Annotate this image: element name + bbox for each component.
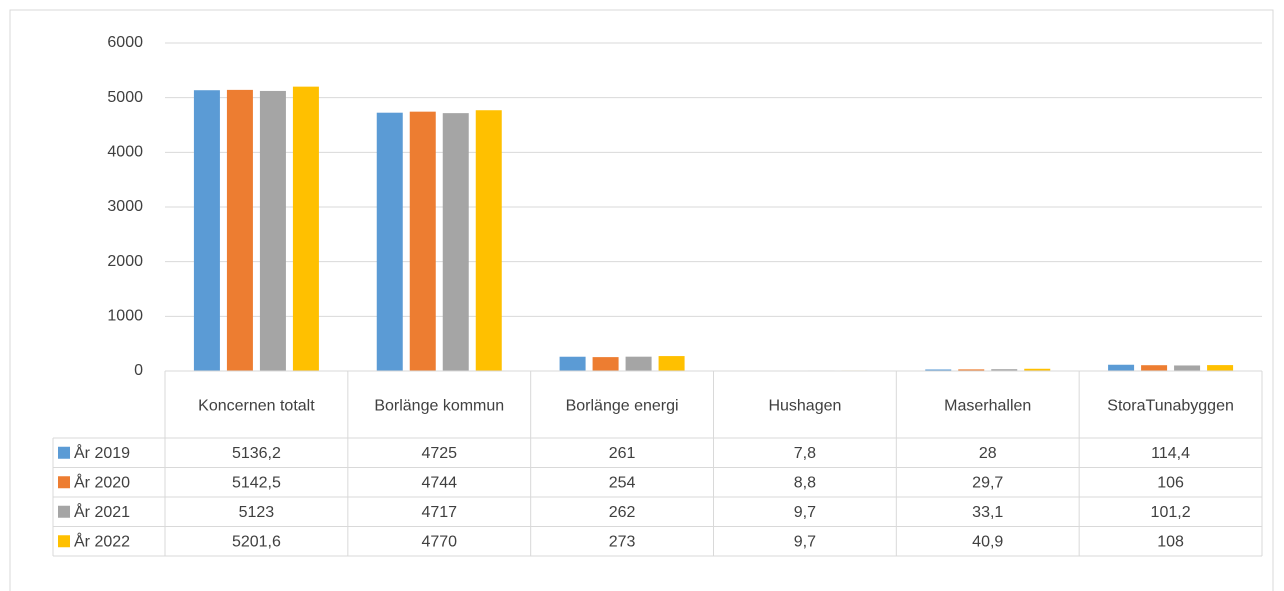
bar — [193, 90, 220, 371]
table-cell: 273 — [609, 533, 636, 550]
legend-swatch — [58, 446, 70, 459]
table-cell: 106 — [1157, 474, 1184, 491]
table-cell: 4744 — [421, 474, 457, 491]
table-cell: 7,8 — [794, 445, 816, 462]
category-label: Maserhallen — [944, 398, 1031, 415]
table-cell: 33,1 — [972, 504, 1003, 521]
y-tick-label: 3000 — [107, 198, 143, 215]
bar — [991, 369, 1018, 371]
bar — [625, 356, 652, 371]
y-tick-label: 1000 — [107, 308, 143, 325]
y-tick-label: 2000 — [107, 253, 143, 270]
bar — [226, 89, 253, 372]
bar — [259, 90, 286, 372]
table-cell: 9,7 — [794, 504, 816, 521]
legend-label: År 2021 — [74, 502, 130, 521]
category-label: StoraTunabyggen — [1107, 398, 1234, 415]
bar — [475, 110, 502, 372]
category-label: Borlänge energi — [566, 398, 679, 415]
table-cell: 5142,5 — [232, 474, 281, 491]
bar — [409, 111, 436, 372]
legend-label: År 2020 — [74, 472, 130, 491]
table-cell: 101,2 — [1151, 504, 1191, 521]
chart-border — [9, 9, 1274, 591]
y-tick-label: 6000 — [107, 34, 143, 51]
table-cell: 40,9 — [972, 533, 1003, 550]
table-cell: 114,4 — [1151, 445, 1190, 462]
legend-swatch — [58, 476, 70, 489]
bar — [958, 369, 985, 371]
bar — [1108, 364, 1135, 371]
table-cell: 4770 — [421, 533, 457, 550]
bar — [442, 113, 469, 372]
bar — [376, 112, 403, 371]
bar — [1141, 365, 1168, 371]
legend-swatch — [58, 505, 70, 518]
y-tick-label: 5000 — [107, 89, 143, 106]
bar — [292, 86, 319, 371]
table-cell: 28 — [979, 445, 997, 462]
bar — [1207, 365, 1234, 371]
bar — [1174, 365, 1201, 371]
y-tick-label: 4000 — [107, 144, 143, 161]
y-tick-label: 0 — [134, 362, 143, 379]
bar — [925, 369, 952, 371]
table-cell: 4725 — [421, 445, 457, 462]
table-cell: 29,7 — [972, 474, 1003, 491]
table-cell: 5123 — [239, 504, 275, 521]
table-cell: 8,8 — [794, 474, 816, 491]
table-cell: 9,7 — [794, 533, 816, 550]
category-label: Koncernen totalt — [198, 398, 315, 415]
legend-swatch — [58, 535, 70, 548]
legend-label: År 2019 — [74, 443, 130, 462]
bar — [592, 357, 619, 371]
table-cell: 261 — [609, 445, 636, 462]
legend-label: År 2022 — [74, 531, 130, 550]
table-cell: 5136,2 — [232, 445, 281, 462]
table-cell: 4717 — [421, 504, 457, 521]
table-cell: 108 — [1157, 533, 1184, 550]
category-label: Borlänge kommun — [374, 398, 504, 415]
bar — [559, 356, 586, 371]
bar — [1024, 368, 1051, 371]
bar — [658, 356, 685, 371]
category-label: Hushagen — [768, 398, 841, 415]
table-cell: 254 — [609, 474, 636, 491]
table-cell: 262 — [609, 504, 636, 521]
table-cell: 5201,6 — [232, 533, 281, 550]
